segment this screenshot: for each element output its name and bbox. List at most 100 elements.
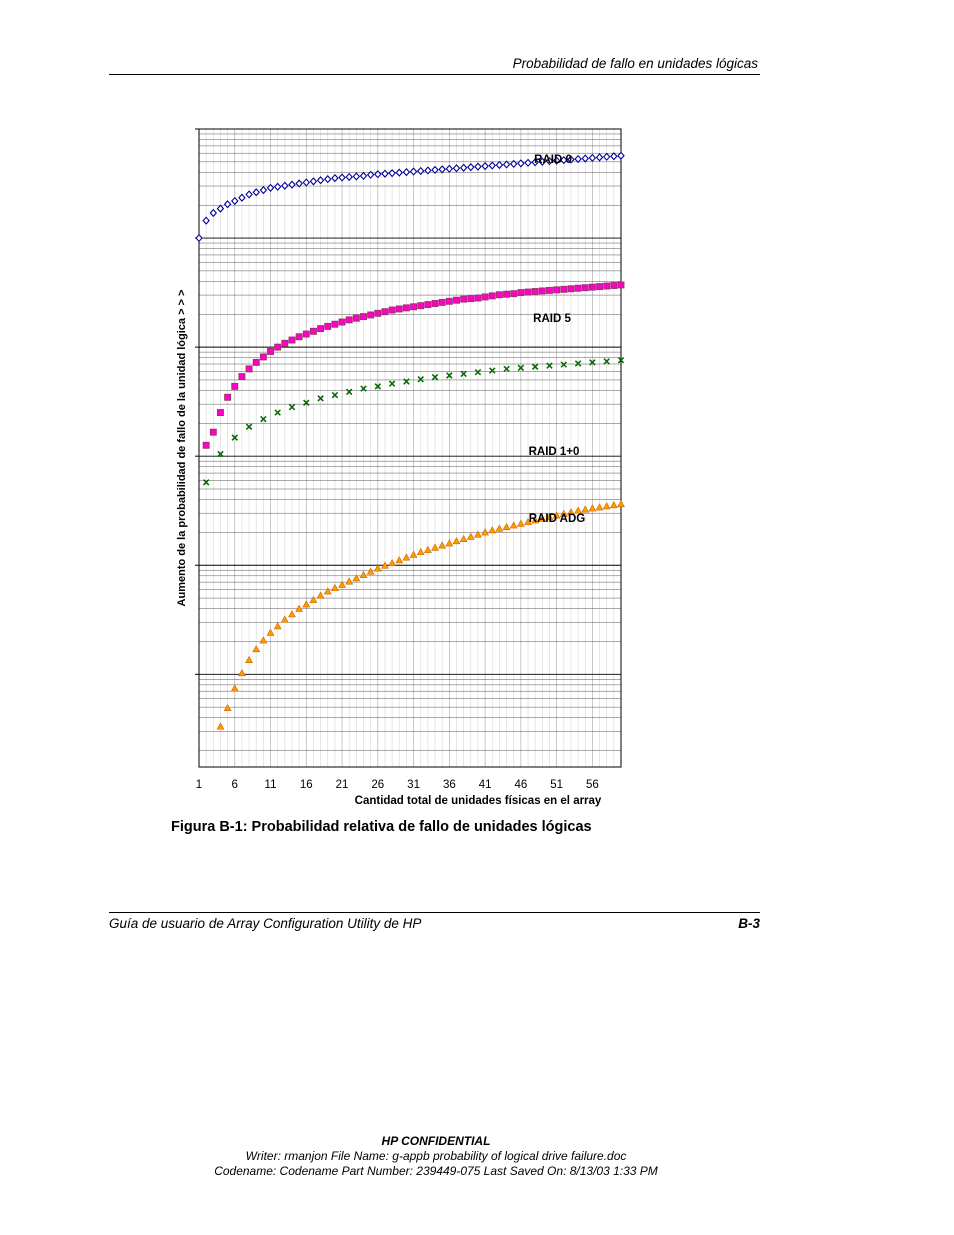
- x-tick-label: 31: [407, 779, 420, 791]
- raid-5-point: [381, 308, 389, 316]
- raid-5-point: [603, 282, 611, 290]
- raid-10-point: [460, 370, 467, 378]
- raid-adg-point: [445, 539, 454, 547]
- raid-0-point: [345, 172, 353, 182]
- raid-5-point: [352, 314, 360, 322]
- raid-5-point: [317, 325, 325, 333]
- raid-0-point: [395, 168, 404, 177]
- raid-5-point: [374, 309, 382, 317]
- raid-adg-point: [352, 574, 361, 582]
- plot-frame: [198, 128, 622, 768]
- raid-5-point: [295, 333, 303, 341]
- raid-0-point: [388, 169, 396, 178]
- raid-5-point: [202, 441, 210, 449]
- raid-5-point: [467, 295, 475, 303]
- series-raid-0: [195, 151, 625, 243]
- header-rule: [109, 74, 760, 75]
- raid-5-point: [460, 295, 468, 303]
- raid-0-point: [409, 167, 418, 176]
- x-tick-labels: 1 6 11 16 21 26 31 36 41 46 51 56: [196, 779, 599, 791]
- series-label: RAID 0: [534, 154, 572, 166]
- raid-10-point: [288, 403, 296, 411]
- raid-0-point: [259, 185, 268, 195]
- raid-0-point: [316, 176, 325, 185]
- raid-adg-point: [409, 550, 418, 558]
- raid-5-point: [495, 291, 503, 299]
- raid-5-point: [560, 285, 568, 293]
- raid-adg-point: [595, 503, 604, 511]
- raid-5-point: [245, 365, 253, 373]
- raid-adg-point: [438, 541, 447, 549]
- footer-title: Guía de usuario de Array Configuration U…: [109, 916, 422, 931]
- raid-adg-point: [602, 502, 611, 510]
- raid-adg-point: [338, 580, 346, 588]
- raid-adg-point: [266, 628, 275, 636]
- raid-10-point: [374, 383, 382, 390]
- raid-adg-point: [588, 504, 597, 512]
- raid-adg-point: [359, 570, 368, 578]
- raid-10-point: [531, 363, 539, 370]
- raid-0-point: [438, 165, 446, 174]
- raid-0-point: [481, 161, 489, 171]
- raid-0-point: [295, 179, 303, 188]
- x-tick-label: 46: [514, 779, 527, 791]
- series-label: RAID 5: [533, 313, 571, 325]
- raid-5-point: [553, 286, 561, 294]
- raid-0-point: [602, 152, 611, 161]
- raid-0-point: [245, 190, 253, 199]
- x-tick-label: 56: [586, 779, 599, 791]
- raid-adg-point: [502, 522, 511, 530]
- raid-0-point: [288, 180, 296, 189]
- series-raid-1-0: [202, 356, 625, 486]
- raid-5-point: [453, 296, 460, 304]
- raid-adg-point: [288, 610, 296, 618]
- raid-0-point: [223, 200, 232, 209]
- raid-adg-point: [545, 513, 554, 521]
- raid-5-point: [209, 428, 217, 436]
- raid-5-point: [445, 297, 453, 305]
- raid-adg-point: [395, 556, 404, 564]
- raid-0-point: [331, 173, 339, 183]
- raid-0-point: [509, 159, 518, 169]
- raid-0-point: [366, 170, 375, 179]
- raid-10-point: [331, 391, 339, 399]
- y-axis-ticks: [195, 128, 199, 675]
- raid-5-point: [503, 290, 511, 298]
- raid-0-point: [424, 166, 432, 175]
- raid-5-point: [424, 301, 432, 309]
- x-tick-label: 16: [300, 779, 313, 791]
- raid-5-point: [417, 302, 425, 310]
- y-axis-label: Aumento de la probabilidad de fallo de l…: [176, 290, 188, 607]
- raid-10-point: [560, 361, 568, 368]
- raid-5-point: [367, 311, 375, 319]
- raid-adg-point: [516, 519, 525, 527]
- raid-0-point: [560, 155, 568, 165]
- raid-10-point: [217, 450, 224, 458]
- raid-0-point: [488, 161, 496, 170]
- series-label: RAID ADG: [529, 513, 585, 525]
- series-labels: RAID 0 RAID 5 RAID 1+0 RAID ADG: [529, 154, 586, 525]
- raid-adg-point: [552, 511, 561, 519]
- raid-adg-point: [273, 622, 282, 630]
- raid-0-point: [402, 167, 411, 177]
- raid-5-point: [474, 294, 482, 302]
- raid-0-point: [452, 164, 461, 173]
- raid-adg-point: [259, 636, 268, 644]
- raid-5-point: [267, 348, 274, 355]
- raid-5-point: [538, 287, 546, 295]
- raid-10-point: [603, 358, 610, 365]
- raid-5-point: [481, 293, 489, 301]
- raid-5-point: [309, 327, 317, 335]
- raid-0-point: [588, 153, 597, 163]
- raid-10-point: [202, 479, 210, 486]
- raid-adg-point: [402, 553, 411, 561]
- series-raid-adg: [216, 499, 625, 730]
- raid-10-point: [360, 385, 367, 392]
- raid-adg-point: [531, 516, 540, 524]
- raid-0-point: [545, 157, 554, 166]
- raid-0-point: [381, 169, 389, 178]
- confidential-label: HP CONFIDENTIAL: [381, 1134, 491, 1148]
- raid-0-point: [495, 160, 504, 170]
- x-tick-label: 51: [550, 779, 563, 791]
- raid-10-point: [589, 359, 596, 366]
